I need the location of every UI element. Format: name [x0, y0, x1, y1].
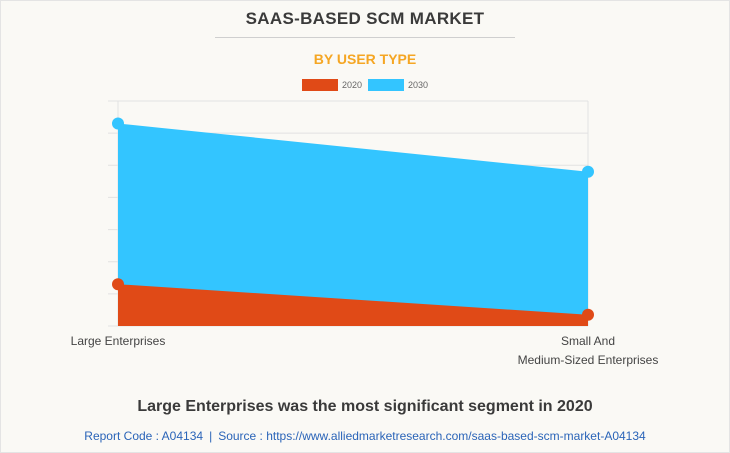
chart-title: SAAS-BASED SCM MARKET — [245, 9, 485, 28]
report-code: Report Code : A04134 — [84, 429, 204, 443]
legend-label-2030: 2030 — [408, 80, 429, 90]
source-link[interactable]: Source : https://www.alliedmarketresearc… — [218, 429, 646, 443]
data-point-2020 — [112, 278, 124, 291]
data-point-2020 — [582, 308, 594, 321]
source-line: Report Code : A04134 | Source : https://ww… — [0, 429, 730, 443]
legend-swatch-2020 — [301, 79, 338, 91]
legend: 2020 2030 — [0, 79, 730, 91]
x-axis-labels: Large Enterprises Small And Medium-Sized E… — [71, 334, 659, 367]
title-divider — [215, 37, 515, 38]
series-points — [112, 117, 594, 321]
legend-item-2030[interactable]: 2030 — [368, 79, 428, 91]
area-series-2020 — [118, 284, 588, 326]
x-tick-label: Small And — [561, 334, 615, 348]
legend-label-2020: 2020 — [341, 80, 362, 90]
chart-caption: Large Enterprises was the most significa… — [137, 398, 593, 415]
x-tick-label: Medium-Sized Enterprises — [518, 353, 659, 367]
data-point-2030 — [582, 165, 594, 178]
x-tick-label: Large Enterprises — [71, 334, 166, 348]
chart-subtitle: BY USER TYPE — [313, 51, 417, 67]
legend-item-2020[interactable]: 2020 — [301, 79, 362, 91]
area-series-2030 — [118, 123, 588, 326]
source-separator: | — [209, 429, 213, 443]
legend-swatch-2030 — [368, 79, 404, 91]
series-areas — [118, 123, 588, 326]
data-point-2030 — [112, 117, 124, 130]
